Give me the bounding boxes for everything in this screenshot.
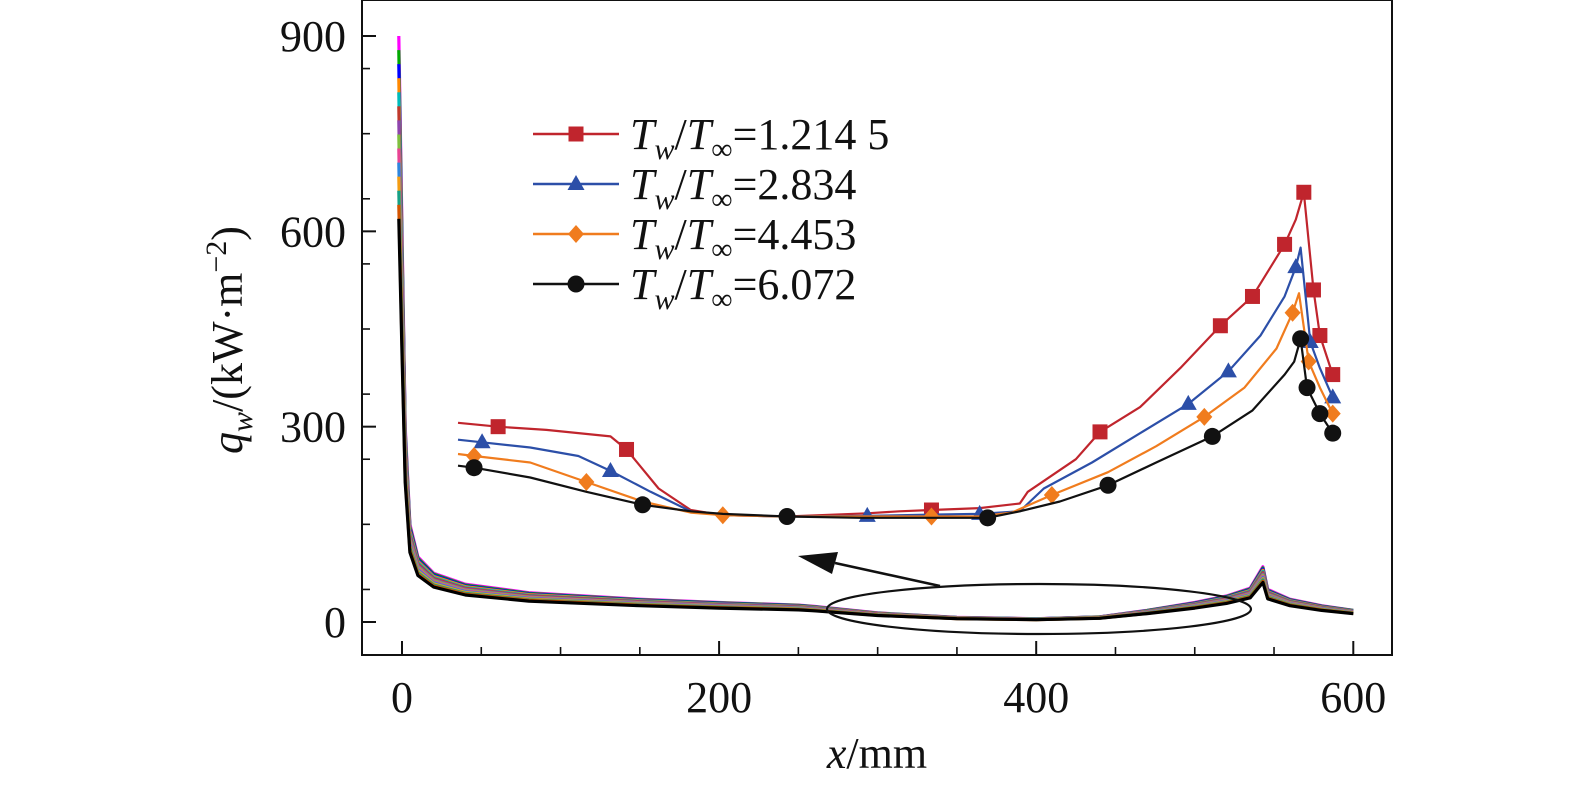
square-marker [619,441,635,457]
circle-marker [465,459,483,477]
zoom-arrow-head [798,552,838,574]
x-axis-title: x/mm [826,729,927,778]
inset-series-line [457,337,1334,519]
circle-marker [1203,427,1221,445]
legend-label: Tw/T∞=6.072 [630,260,856,316]
y-tick-label: 900 [280,12,346,61]
axes: 0 300 600 900 0 200 400 600 [280,12,1386,722]
triangle-marker [601,461,619,477]
triangle-marker [473,433,491,449]
circle-marker [1292,330,1310,348]
triangle-marker [1179,394,1197,410]
inset-series-line [457,191,1334,518]
circle-marker [778,508,796,526]
main-series-group [397,35,1354,622]
square-marker [1277,236,1293,252]
square-marker [1212,318,1228,334]
main-series-line [397,162,1354,622]
circle-marker [1298,379,1316,397]
square-marker [1312,328,1328,344]
legend-label: Tw/T∞=1.214 5 [630,110,889,166]
y-axis-title: qw/(kW·m−2) [200,226,259,454]
square-marker [1092,424,1108,440]
triangle-marker [1324,388,1342,404]
x-tick-label: 0 [391,673,413,722]
legend: Tw/T∞=1.214 5Tw/T∞=2.834Tw/T∞=4.453Tw/T∞… [533,110,889,316]
main-series-line [397,120,1354,621]
diamond-marker [568,225,584,243]
square-marker [490,419,506,435]
plot-frame [361,0,1393,656]
y-tick-label: 300 [280,403,346,452]
annotations [798,552,1253,636]
circle-marker [1099,476,1117,494]
x-tick-label: 400 [1003,673,1069,722]
main-series-line [397,148,1354,621]
y-tick-label: 0 [324,598,346,647]
square-marker [1305,282,1321,298]
square-marker [1296,184,1312,200]
main-series-line [397,134,1354,621]
diamond-marker [1284,303,1301,322]
zoom-ellipse [825,582,1253,636]
diamond-marker [1324,404,1341,423]
square-marker [568,126,584,142]
circle-marker [979,509,997,527]
circle-marker [1324,424,1342,442]
legend-label: Tw/T∞=2.834 [630,160,856,216]
square-marker [1244,288,1260,304]
triangle-marker [1219,362,1237,378]
triangle-marker [1287,258,1305,274]
circle-marker [567,275,585,293]
inset-series-group [457,184,1342,527]
main-series-line [397,218,1354,622]
inset-series-line [457,246,1334,518]
x-tick-label: 600 [1320,673,1386,722]
diamond-marker [1043,486,1060,505]
main-series-line [397,190,1354,622]
circle-marker [1311,405,1329,423]
zoom-arrow-line [834,561,941,588]
diamond-marker [578,473,595,492]
diamond-marker [1196,407,1213,426]
diamond-marker [923,507,940,526]
main-series-line [397,78,1354,621]
y-tick-label: 600 [280,207,346,256]
main-series-line [397,176,1354,622]
main-series-line [397,92,1354,621]
square-marker [1325,367,1341,383]
legend-label: Tw/T∞=4.453 [630,210,856,266]
x-tick-label: 200 [686,673,752,722]
triangle-marker [567,175,585,190]
diamond-marker [714,506,731,525]
circle-marker [634,496,652,514]
